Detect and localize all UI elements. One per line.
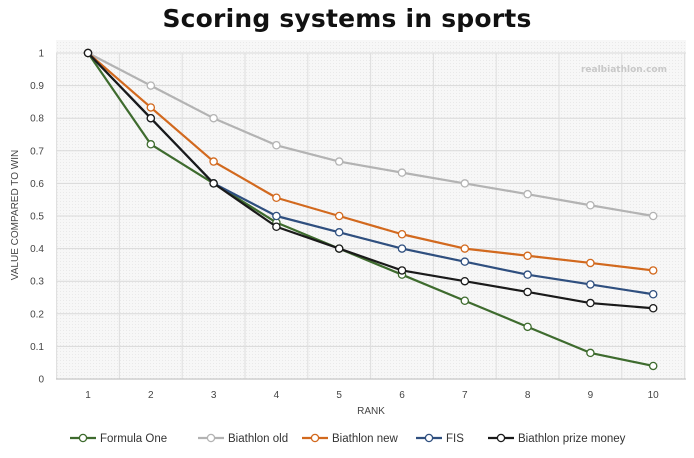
data-point [523, 287, 532, 297]
data-point [272, 222, 281, 232]
x-tick-label: 7 [462, 390, 468, 401]
series-line [86, 51, 655, 368]
legend-swatch-marker [496, 433, 506, 443]
data-point [146, 81, 156, 90]
legend-label: Biathlon old [228, 433, 288, 445]
chart-title: Scoring systems in sports [162, 4, 532, 33]
legend-item: Biathlon new [302, 433, 399, 445]
data-point [460, 257, 470, 266]
data-point [648, 361, 658, 371]
y-tick-label: 0.6 [30, 179, 44, 190]
x-axis-title: RANK [357, 406, 385, 417]
legend-swatch-marker [206, 433, 216, 443]
x-tick-label: 6 [399, 390, 405, 401]
data-point [397, 230, 407, 239]
x-tick-label: 10 [648, 390, 660, 401]
data-point [146, 113, 156, 123]
data-point [460, 296, 470, 306]
series-line [86, 51, 655, 272]
series-line [86, 51, 655, 310]
data-point [209, 157, 218, 166]
x-tick-label: 9 [588, 390, 594, 401]
data-point [523, 189, 532, 199]
data-point [209, 179, 218, 188]
data-point [397, 266, 407, 275]
data-point [648, 211, 658, 221]
data-point [334, 244, 344, 253]
legend-swatch-marker [78, 433, 88, 443]
data-point [272, 193, 281, 202]
y-tick-label: 0.4 [30, 244, 44, 255]
legend-item: Biathlon prize money [488, 433, 626, 445]
series-biathlon-old [83, 48, 658, 221]
data-point [586, 258, 595, 268]
data-point [272, 211, 281, 221]
y-tick-label: 1 [38, 49, 44, 60]
data-point [523, 251, 532, 261]
series-line [86, 51, 655, 218]
data-point [586, 298, 595, 308]
y-tick-label: 0.2 [30, 309, 44, 320]
legend-swatch-marker [424, 433, 434, 443]
data-point [334, 157, 344, 166]
data-point [586, 280, 595, 289]
x-tick-label: 4 [274, 390, 280, 401]
x-tick-label: 3 [211, 390, 217, 401]
data-point [272, 141, 281, 150]
series-layer [83, 48, 658, 371]
data-point [146, 140, 156, 149]
data-point [586, 200, 595, 210]
data-point [83, 48, 93, 58]
data-point [397, 168, 407, 177]
y-tick-label: 0.7 [30, 146, 44, 157]
legend-item: Formula One [70, 433, 167, 445]
y-axis-title: VALUE COMPARED TO WIN [10, 150, 21, 280]
data-point [648, 304, 658, 313]
x-tick-label: 8 [525, 390, 531, 401]
legend-item: FIS [416, 433, 464, 445]
y-tick-label: 0.3 [30, 277, 44, 288]
grid-lines [56, 52, 686, 380]
x-tick-label: 2 [148, 390, 154, 401]
data-point [334, 211, 344, 221]
data-point [146, 103, 156, 112]
x-tick-label: 5 [336, 390, 342, 401]
legend-label: FIS [446, 433, 464, 445]
legend-item: Biathlon old [198, 433, 288, 445]
y-tick-label: 0 [38, 375, 44, 386]
y-tick-label: 0.5 [30, 212, 44, 223]
data-point [523, 322, 532, 332]
legend-label: Biathlon prize money [518, 433, 626, 445]
data-point [209, 113, 218, 123]
legend-label: Formula One [100, 433, 167, 445]
watermark: realbiathlon.com [581, 65, 667, 75]
data-point [460, 276, 470, 286]
data-point [334, 228, 344, 237]
data-point [586, 348, 595, 358]
y-tick-label: 0.9 [30, 81, 44, 92]
data-point [648, 266, 658, 275]
data-point [460, 179, 470, 188]
legend: Formula One Biathlon old Biathlon new FIS Bi… [70, 433, 626, 445]
data-point [523, 270, 532, 279]
legend-label: Biathlon new [332, 433, 399, 445]
data-point [460, 244, 470, 253]
x-tick-label: 1 [85, 390, 91, 401]
legend-swatch-marker [310, 433, 320, 443]
series-biathlon-prize-money [83, 48, 658, 313]
data-point [397, 244, 407, 253]
y-tick-label: 0.8 [30, 114, 44, 125]
tick-labels: 0 0.1 0.2 0.3 0.4 0.5 0.6 0.7 0.8 0.9 1 1 2 3 4 5 6 7 8 9 10 [30, 49, 659, 402]
y-tick-label: 0.1 [30, 342, 44, 353]
data-point [648, 289, 658, 299]
